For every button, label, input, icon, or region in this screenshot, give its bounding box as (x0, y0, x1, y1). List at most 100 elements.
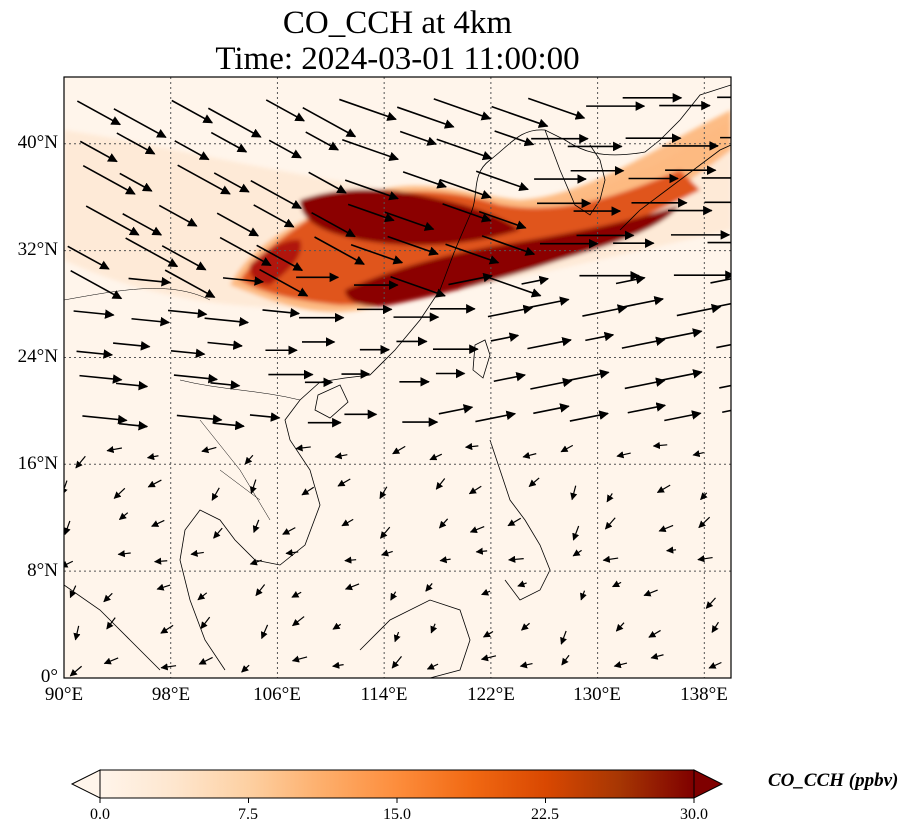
graticule (64, 77, 731, 678)
wind-arrow (524, 296, 570, 310)
wind-arrow (82, 164, 136, 195)
wind-arrow (339, 98, 397, 121)
wind-arrow (393, 631, 401, 643)
wind-arrow (481, 588, 491, 596)
wind-arrow (627, 402, 667, 414)
wind-arrow (692, 450, 704, 458)
wind-arrow (302, 107, 357, 138)
wind-arrow (390, 591, 398, 601)
wind-arrow (219, 236, 272, 267)
wind-arrow (570, 485, 578, 501)
colorbar-label: CO_CCH (ppbv) (768, 770, 899, 791)
wind-arrow (430, 623, 438, 634)
wind-arrow (572, 525, 580, 541)
wind-arrow (160, 663, 177, 671)
wind-arrow (342, 139, 399, 161)
lon-tick-122: 122°E (467, 684, 515, 705)
wind-arrow (308, 171, 347, 194)
korea-coast (544, 129, 606, 216)
wind-arrow (213, 172, 250, 193)
wind-arrow (250, 179, 302, 210)
wind-arrow (295, 444, 311, 452)
wind-arrow (262, 307, 300, 318)
wind-arrow (433, 98, 492, 121)
wind-arrow (582, 304, 628, 317)
wind-arrow (491, 105, 549, 128)
wind-arrow (519, 661, 533, 669)
wind-arrow (666, 546, 677, 554)
plume-core-west (249, 239, 301, 285)
wind-arrow (468, 485, 482, 495)
wind-arrow (128, 276, 172, 287)
japan-coast (619, 144, 731, 231)
wind-arrow (158, 204, 198, 227)
wind-arrow (390, 276, 446, 298)
borneo (359, 599, 471, 678)
wind-arrow (613, 661, 628, 669)
wind-arrow (520, 622, 530, 631)
wind-arrow (170, 348, 206, 359)
wind-arrow (708, 661, 722, 669)
wind-arrow (508, 555, 524, 563)
colorbar-extend-min (70, 769, 101, 799)
colorbar-extend-max (693, 769, 724, 799)
wind-arrow (113, 487, 126, 499)
wind-arrow (719, 384, 731, 389)
wind-arrow (75, 455, 86, 469)
map-frame (63, 76, 732, 679)
wind-arrow (658, 328, 703, 341)
lon-tick-98: 98°E (151, 684, 191, 705)
wind-arrow (469, 525, 485, 533)
lon-tick-114: 114°E (360, 684, 408, 705)
wind-arrow (282, 527, 296, 535)
wind-arrow (255, 584, 266, 597)
wind-arrow (533, 403, 570, 415)
wind-arrow (153, 557, 168, 565)
wind-arrow (387, 235, 439, 256)
wind-arrow (198, 656, 213, 665)
wind-arrow (560, 630, 567, 645)
wind-arrow (160, 624, 174, 634)
wind-arrow (482, 630, 494, 638)
wind-arrow (256, 244, 304, 272)
wind-arrow (113, 108, 167, 139)
colorbar-tick-0: 0.0 (90, 806, 110, 823)
wind-arrow (147, 479, 162, 488)
wind-arrow (125, 237, 179, 268)
wind-arrow (291, 655, 308, 663)
wind-arrow (713, 302, 731, 309)
wind-arrow (249, 558, 262, 566)
taiwan (472, 339, 491, 379)
wind-arrow (106, 446, 123, 454)
wind-arrow (481, 235, 536, 256)
wind-arrow (337, 478, 351, 487)
wind-arrow (716, 343, 731, 349)
colorbar-tick-7-5: 7.5 (238, 806, 258, 823)
wind-arrow (445, 243, 500, 265)
wind-arrow (241, 664, 250, 673)
sumatra (64, 584, 161, 671)
wind-arrow (344, 556, 357, 564)
wind-arrow (585, 331, 615, 342)
lat-tick-16: 16°N (17, 453, 58, 474)
wind-arrow (204, 316, 250, 327)
wind-arrow (475, 410, 517, 423)
wind-arrow (131, 316, 171, 327)
wind-arrow (615, 622, 625, 632)
wind-arrow (379, 486, 388, 500)
wind-arrow (106, 617, 116, 630)
wind-arrow (658, 524, 674, 533)
wind-arrow (76, 349, 114, 359)
lat-tick-40: 40°N (17, 132, 58, 153)
wind-arrow (399, 130, 438, 146)
wind-arrow (311, 211, 356, 238)
wind-vectors (64, 93, 731, 677)
wind-arrow (210, 380, 241, 390)
colorbar-tick-30: 30.0 (680, 806, 708, 823)
wind-arrow (676, 303, 722, 317)
wind-arrow (173, 373, 219, 384)
wind-arrow (560, 444, 574, 453)
wind-arrow (207, 107, 262, 138)
lon-tick-130: 130°E (573, 684, 621, 705)
wind-arrow (621, 336, 666, 349)
